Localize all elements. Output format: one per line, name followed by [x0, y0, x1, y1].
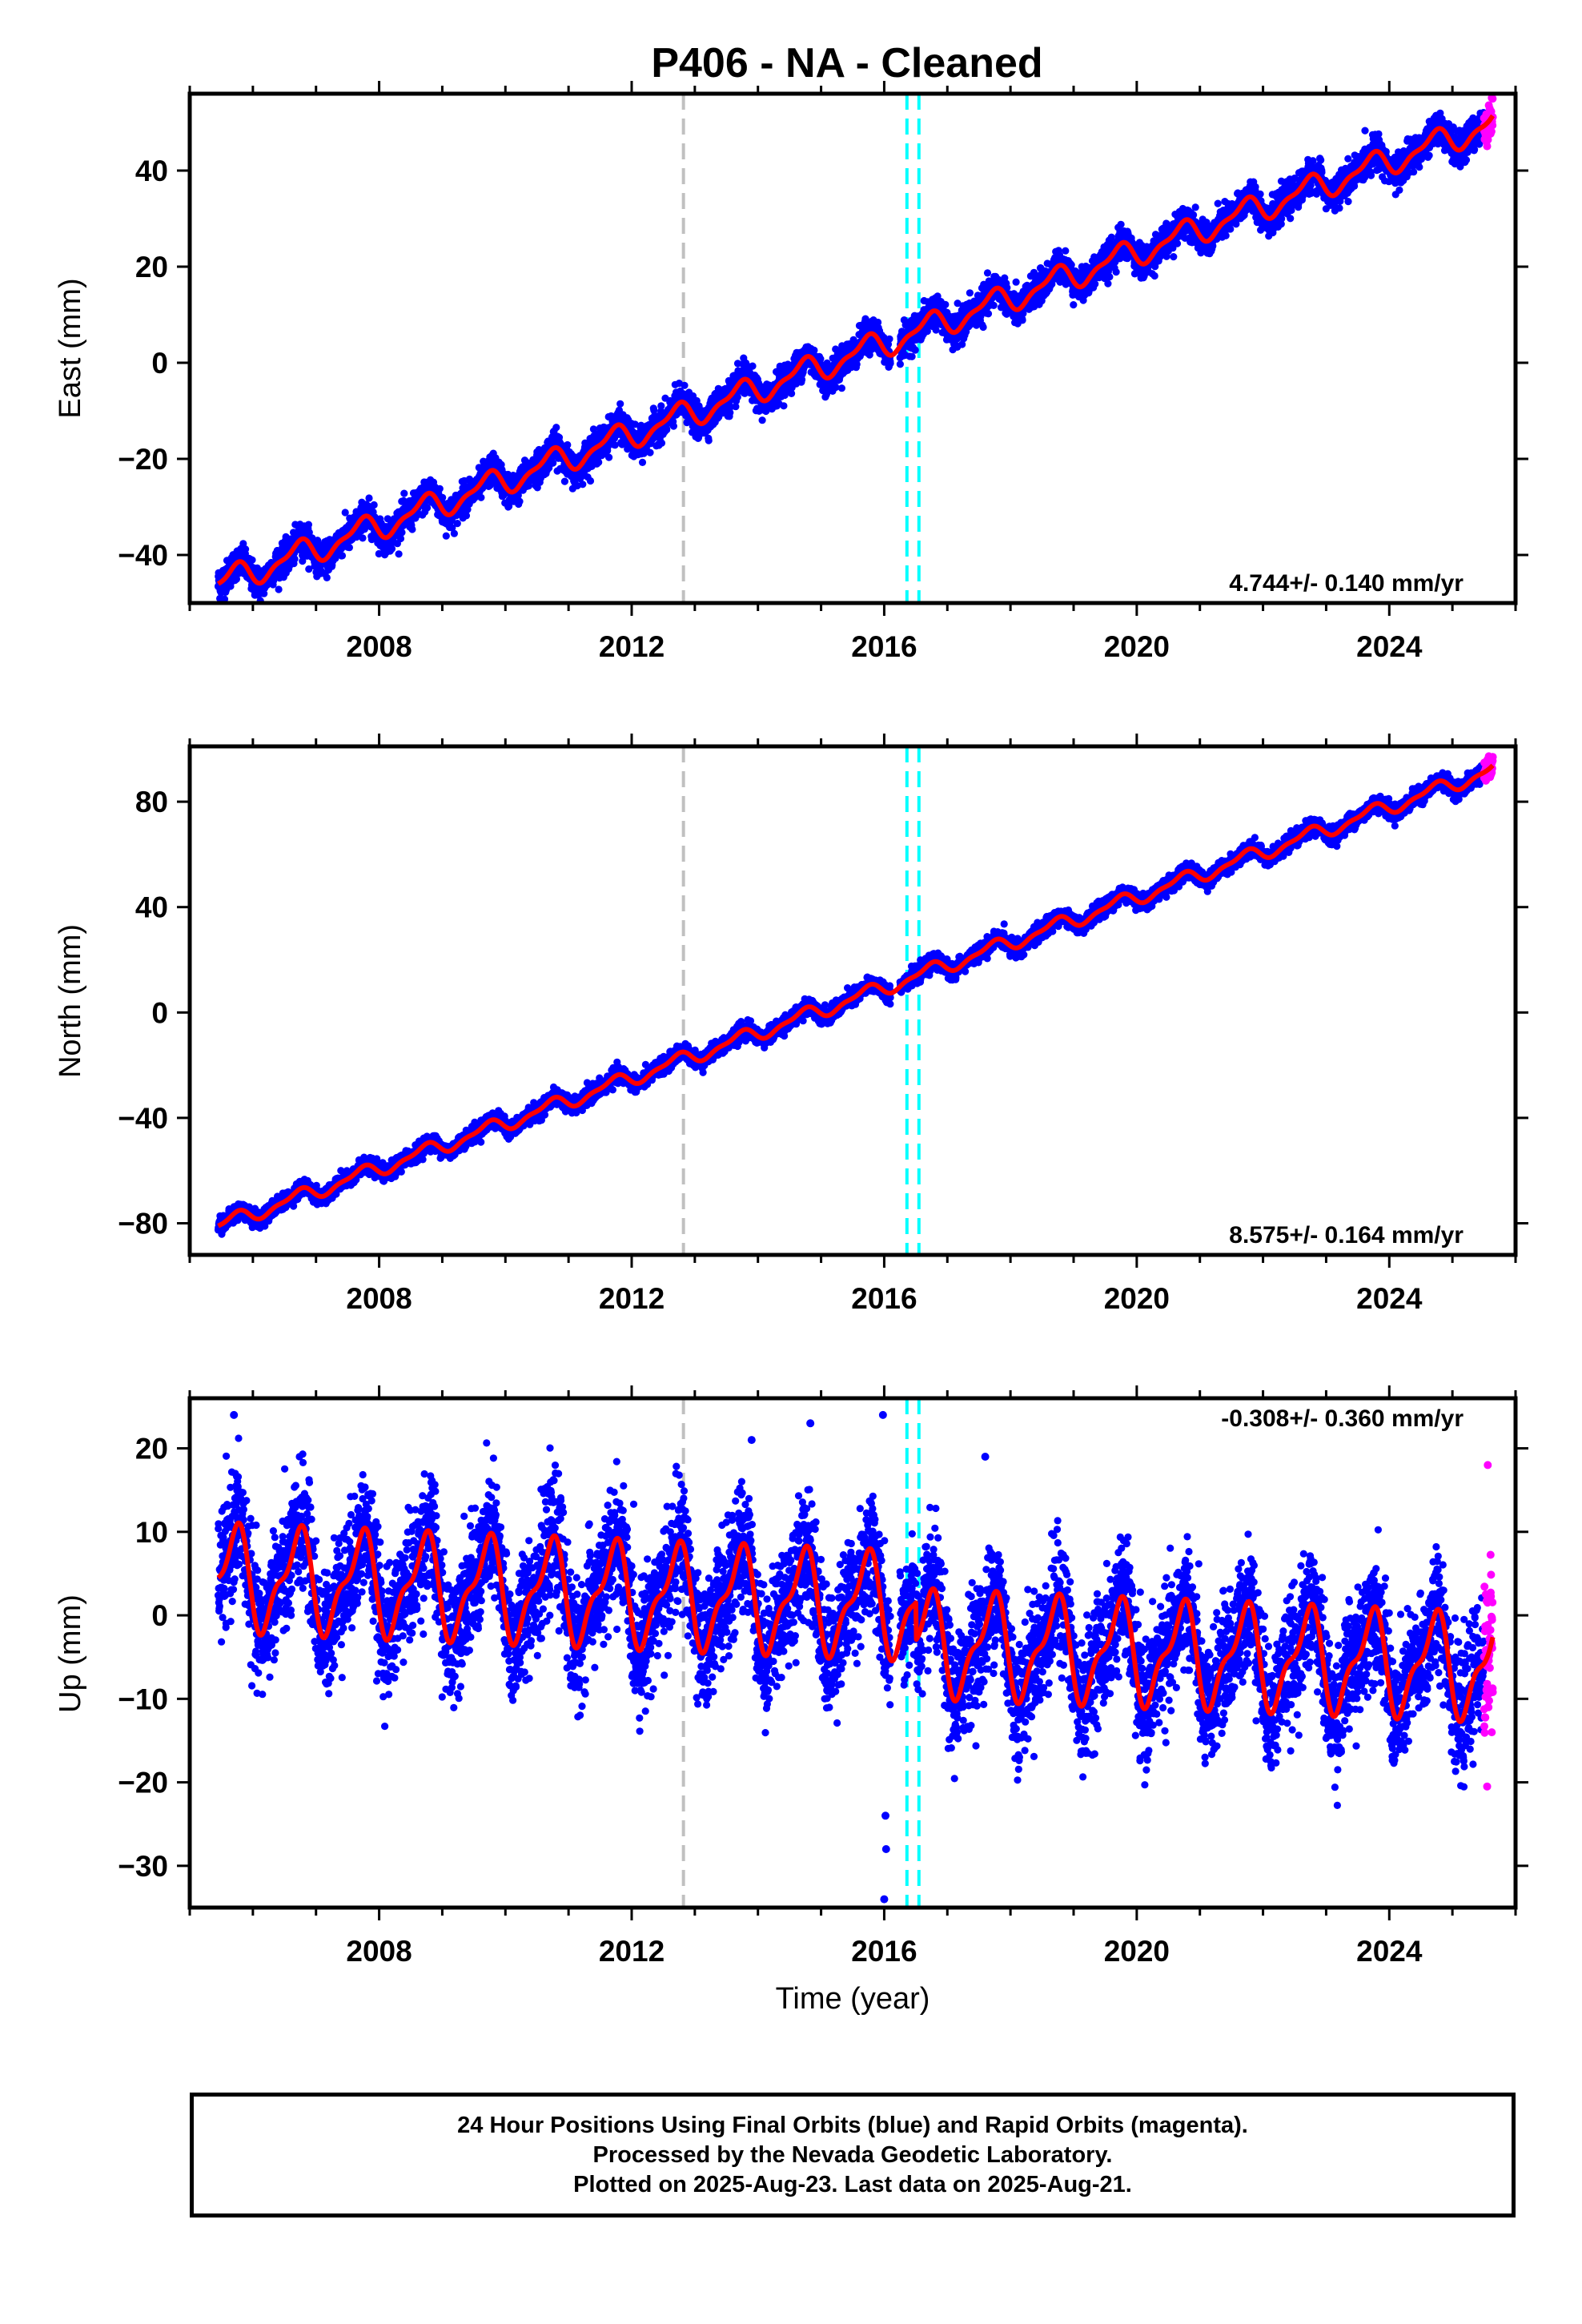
data-point: [638, 458, 647, 467]
data-point: [516, 497, 524, 505]
data-point: [1012, 278, 1020, 286]
data-point: [908, 352, 916, 360]
data-point: [450, 529, 459, 537]
data-point: [911, 346, 919, 354]
data-point: [1067, 261, 1075, 269]
data-point: [663, 426, 671, 434]
data-point: [979, 323, 987, 332]
data-point: [552, 424, 560, 432]
data-point: [220, 595, 229, 603]
data-point: [365, 494, 373, 502]
data-point: [657, 402, 665, 410]
data-point: [705, 436, 713, 444]
data-point: [1062, 247, 1070, 255]
data-point: [681, 381, 689, 389]
data-point: [669, 422, 678, 430]
data-point: [291, 555, 299, 563]
data-point: [733, 393, 741, 401]
data-point: [983, 269, 992, 277]
data-point: [984, 310, 993, 318]
data-point: [387, 545, 396, 553]
data-point: [942, 300, 950, 308]
data-point: [248, 556, 256, 564]
data-point: [780, 402, 788, 410]
data-point: [338, 552, 347, 560]
data-point: [560, 477, 569, 485]
data-point: [299, 557, 307, 565]
data-point: [260, 589, 268, 597]
data-point: [657, 439, 666, 447]
data-point: [1018, 316, 1026, 324]
data-point: [436, 485, 444, 493]
data-point: [453, 520, 461, 528]
data-point: [1070, 301, 1078, 309]
data-point: [359, 534, 367, 542]
data-point: [242, 545, 250, 553]
data-point: [579, 480, 587, 489]
data-point: [442, 532, 450, 540]
data-point: [305, 565, 313, 573]
data-point: [758, 416, 766, 424]
data-point: [477, 493, 485, 501]
data-point: [395, 550, 403, 558]
data-point: [462, 512, 471, 520]
data-point: [886, 360, 894, 368]
data-point: [232, 575, 240, 583]
data-point: [398, 529, 406, 537]
data-point: [345, 544, 353, 552]
data-point: [837, 384, 845, 392]
data-point: [586, 476, 595, 485]
data-point: [439, 493, 447, 502]
data-point: [341, 509, 349, 517]
data-point: [646, 448, 654, 456]
data-point: [323, 573, 331, 582]
data-point: [896, 360, 904, 368]
data-point: [304, 521, 312, 529]
data-point: [396, 534, 405, 543]
data-point: [966, 289, 974, 297]
data-point: [275, 585, 283, 593]
data-point: [605, 453, 613, 461]
data-point: [370, 501, 378, 509]
data-point: [726, 408, 734, 416]
data-point: [400, 489, 408, 497]
chart-title: P406 - NA - Cleaned: [651, 40, 1042, 86]
data-point: [616, 400, 624, 408]
data-point: [749, 362, 757, 370]
data-point: [595, 458, 603, 466]
data-point: [408, 525, 416, 533]
data-point: [885, 335, 893, 343]
data-point: [817, 355, 825, 363]
plot-marks: [214, 94, 1497, 603]
data-point: [564, 440, 572, 449]
data-point: [990, 301, 998, 309]
